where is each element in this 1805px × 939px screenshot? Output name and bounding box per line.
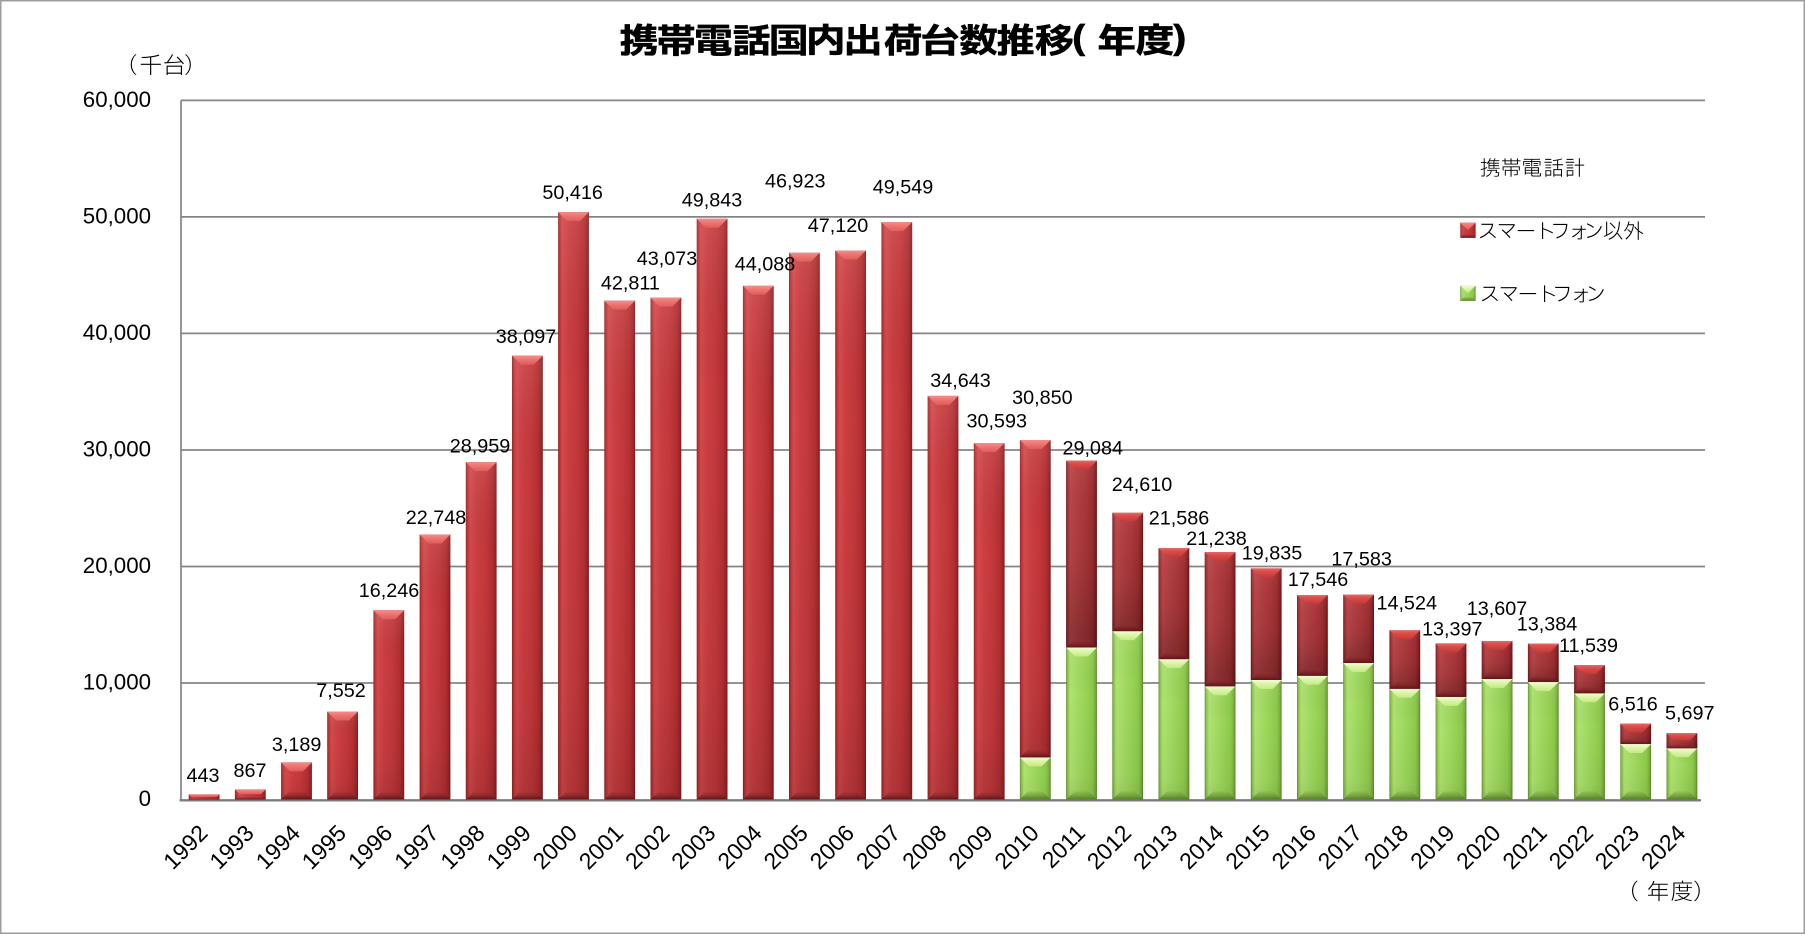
svg-text:17,546: 17,546: [1288, 569, 1349, 591]
svg-text:44,088: 44,088: [735, 254, 796, 276]
svg-text:16,246: 16,246: [359, 580, 420, 602]
svg-text:10,000: 10,000: [83, 669, 151, 694]
svg-text:49,843: 49,843: [682, 190, 743, 212]
svg-text:14,524: 14,524: [1376, 592, 1437, 614]
svg-text:60,000: 60,000: [83, 87, 151, 112]
svg-text:19,835: 19,835: [1242, 542, 1303, 564]
svg-text:20,000: 20,000: [83, 553, 151, 578]
svg-text:3,189: 3,189: [272, 734, 322, 756]
svg-text:24,610: 24,610: [1112, 474, 1173, 496]
svg-text:13,607: 13,607: [1467, 598, 1528, 620]
svg-text:7,552: 7,552: [316, 680, 366, 702]
svg-text:5,697: 5,697: [1665, 703, 1715, 725]
svg-text:867: 867: [233, 760, 266, 782]
svg-text:30,593: 30,593: [966, 410, 1027, 432]
svg-text:443: 443: [186, 765, 219, 787]
svg-text:47,120: 47,120: [808, 215, 869, 237]
svg-text:21,586: 21,586: [1149, 508, 1210, 530]
svg-text:13,384: 13,384: [1517, 614, 1578, 636]
svg-text:6,516: 6,516: [1608, 694, 1658, 716]
svg-text:28,959: 28,959: [450, 435, 511, 457]
svg-text:30,000: 30,000: [83, 436, 151, 461]
svg-text:13,397: 13,397: [1422, 618, 1483, 640]
svg-text:46,923: 46,923: [765, 170, 826, 192]
svg-text:29,084: 29,084: [1062, 437, 1123, 459]
svg-text:49,549: 49,549: [873, 177, 934, 199]
svg-text:22,748: 22,748: [406, 507, 467, 529]
svg-text:21,238: 21,238: [1186, 528, 1247, 550]
svg-text:17,583: 17,583: [1331, 549, 1392, 571]
svg-text:0: 0: [139, 786, 151, 811]
svg-text:38,097: 38,097: [496, 326, 557, 348]
svg-text:40,000: 40,000: [83, 320, 151, 345]
svg-text:11,539: 11,539: [1559, 635, 1618, 657]
svg-text:30,850: 30,850: [1012, 387, 1073, 409]
svg-text:50,000: 50,000: [83, 203, 151, 228]
svg-text:43,073: 43,073: [637, 248, 698, 270]
svg-text:34,643: 34,643: [930, 370, 991, 392]
svg-text:42,811: 42,811: [601, 273, 660, 295]
svg-text:50,416: 50,416: [542, 182, 603, 204]
